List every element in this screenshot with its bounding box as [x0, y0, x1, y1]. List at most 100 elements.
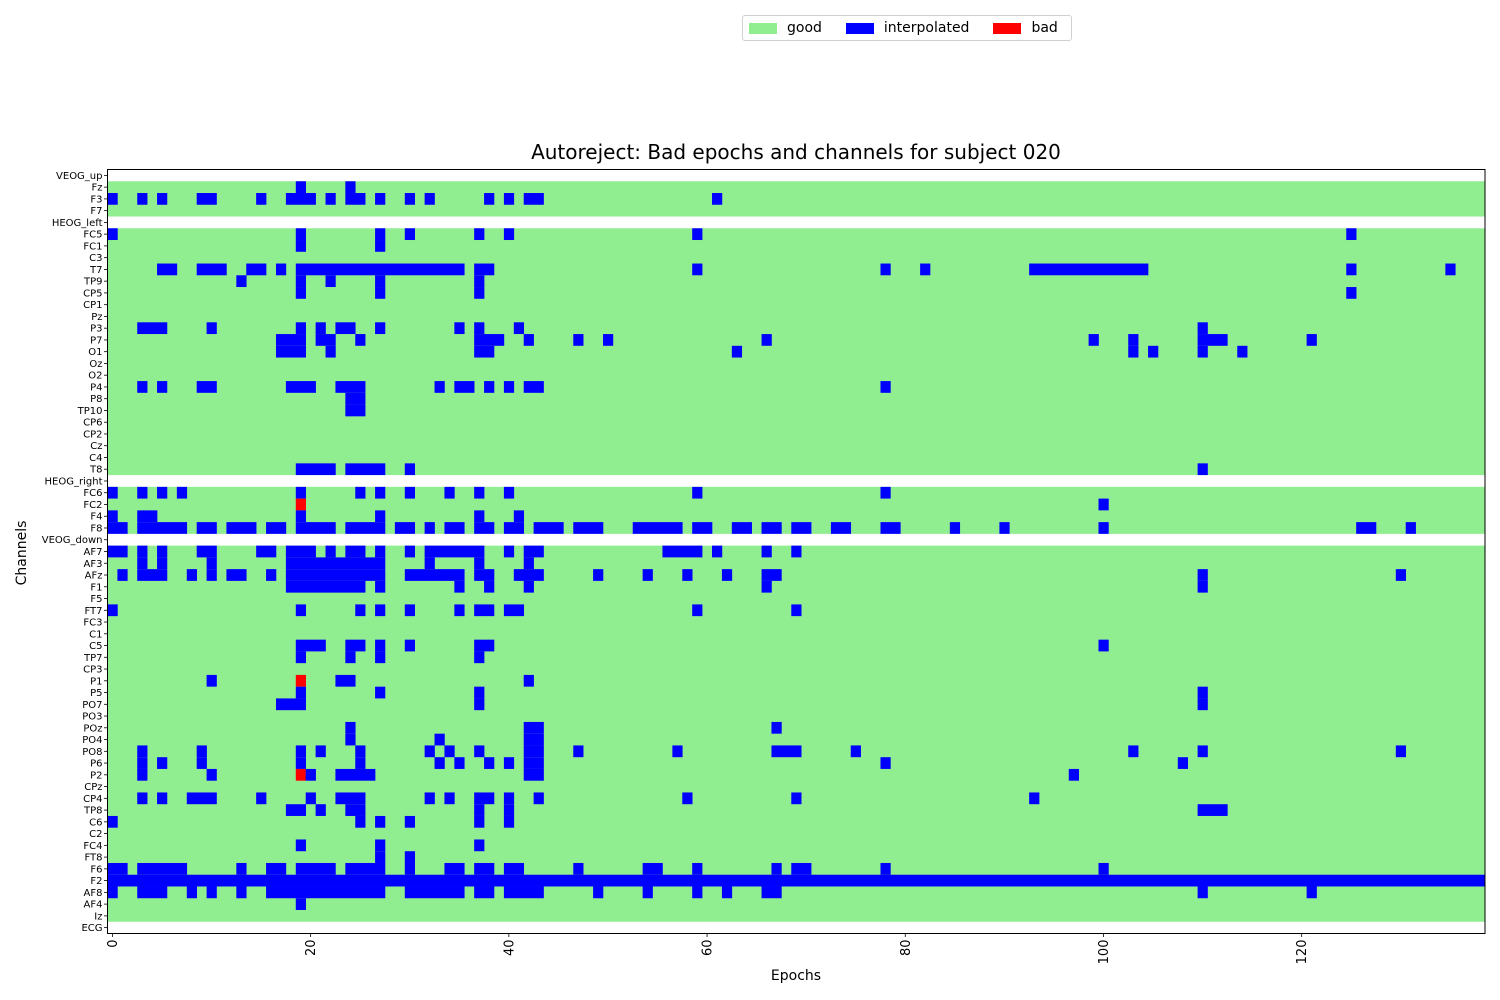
heatmap-row-F5 [107, 592, 1485, 605]
y-tick-label: C3 [89, 253, 102, 264]
heatmap-cell-interpolated [404, 228, 416, 241]
heatmap-cell-interpolated [375, 851, 386, 864]
heatmap-row-FT7 [107, 604, 1485, 617]
heatmap-cell-interpolated [1128, 334, 1139, 347]
heatmap-cell-interpolated [603, 334, 614, 347]
y-tick-label: TP10 [77, 406, 103, 417]
y-tick-label: F7 [90, 206, 102, 217]
legend-item-good: good [749, 20, 822, 36]
heatmap-cell-interpolated [761, 580, 772, 593]
heatmap-cell-interpolated [186, 569, 197, 582]
heatmap-cell-interpolated [266, 522, 287, 535]
heatmap-cell-interpolated [236, 886, 247, 899]
heatmap-cell-interpolated [137, 768, 148, 781]
heatmap-row-background [107, 486, 1485, 499]
heatmap-cell-interpolated [474, 639, 495, 652]
y-tick-label: F4 [90, 512, 102, 523]
heatmap-cell-interpolated [345, 862, 386, 876]
heatmap-cell-interpolated [474, 522, 495, 535]
heatmap-cell-interpolated [375, 580, 386, 593]
heatmap-cell-interpolated [325, 345, 336, 358]
heatmap-cell-interpolated [791, 604, 802, 617]
heatmap-row-background [107, 651, 1485, 664]
heatmap-row-F8 [107, 522, 1485, 535]
heatmap-cell-interpolated [513, 322, 525, 335]
heatmap-cell-interpolated [424, 557, 435, 570]
heatmap-cell-interpolated [315, 745, 326, 758]
heatmap-cell-interpolated [107, 228, 118, 241]
heatmap-row-CP4 [107, 792, 1485, 805]
legend-label-good: good [787, 20, 822, 36]
heatmap-row-background [107, 839, 1485, 852]
heatmap-cell-interpolated [712, 545, 723, 558]
heatmap-cell-interpolated [295, 181, 307, 194]
x-tick-label: 120 [1295, 940, 1310, 965]
heatmap-row-FC1 [107, 240, 1485, 253]
heatmap-row-TP10 [107, 404, 1485, 417]
heatmap-cell-interpolated [791, 522, 812, 535]
heatmap-row-POz [107, 721, 1485, 734]
heatmap-row-AF7 [107, 545, 1485, 558]
heatmap-cell-interpolated [345, 181, 356, 194]
y-tick-label: Fz [91, 183, 102, 194]
y-tick-label: Pz [91, 312, 102, 323]
y-tick-label: CP3 [83, 665, 102, 676]
heatmap-cell-interpolated [474, 569, 495, 582]
heatmap-row-background [107, 169, 1485, 182]
y-tick-label: PO4 [82, 735, 102, 746]
heatmap-row-FC4 [107, 839, 1485, 852]
y-tick-label: C5 [89, 641, 102, 652]
heatmap-cell-interpolated [474, 862, 495, 876]
heatmap-row-FC2 [107, 498, 1485, 511]
heatmap-cell-interpolated [791, 545, 802, 558]
chart-title: Autoreject: Bad epochs and channels for … [531, 140, 1061, 164]
heatmap-row-background [107, 216, 1485, 229]
heatmap-cell-interpolated [474, 651, 485, 664]
heatmap-row-P3 [107, 322, 1485, 335]
heatmap-row-background [107, 721, 1485, 734]
heatmap-cell-interpolated [474, 745, 485, 758]
heatmap-row-AF3 [107, 557, 1485, 570]
heatmap-cell-interpolated [1177, 757, 1188, 770]
heatmap-row-AF4 [107, 898, 1485, 911]
heatmap-cell-interpolated [137, 322, 168, 335]
heatmap-row-background [107, 768, 1485, 781]
heatmap-row-background [107, 357, 1485, 370]
heatmap-cell-interpolated [642, 862, 663, 876]
y-tick-label: TP9 [83, 277, 103, 288]
heatmap-cell-interpolated [206, 768, 217, 781]
heatmap-row-background [107, 428, 1485, 441]
heatmap-row-background [107, 251, 1485, 264]
heatmap-row-background [107, 663, 1485, 676]
heatmap-cell-interpolated [712, 193, 723, 206]
heatmap-cell-interpolated [196, 263, 227, 276]
heatmap-cell-interpolated [404, 545, 416, 558]
y-tick-label: P7 [90, 335, 102, 346]
heatmap-cell-interpolated [295, 651, 307, 664]
heatmap-row-FC6 [107, 486, 1485, 499]
heatmap-cell-interpolated [295, 510, 307, 523]
heatmap-row-FC3 [107, 616, 1485, 629]
heatmap-cell-interpolated [474, 322, 485, 335]
heatmap-row-background [107, 780, 1485, 793]
heatmap-cell-interpolated [137, 193, 148, 206]
heatmap-cell-interpolated [1197, 322, 1208, 335]
heatmap-cell-interpolated [523, 557, 534, 570]
legend: good interpolated bad [742, 15, 1072, 41]
heatmap-cell-interpolated [474, 486, 485, 499]
heatmap-row-F4 [107, 510, 1485, 523]
heatmap-cell-interpolated [523, 757, 544, 770]
heatmap-cell-interpolated [226, 569, 247, 582]
heatmap-cell-interpolated [285, 381, 316, 394]
heatmap-cell-interpolated [107, 510, 118, 523]
heatmap-cell-interpolated [523, 545, 544, 558]
heatmap-row-TP9 [107, 275, 1485, 288]
plot-frame [107, 169, 1486, 934]
heatmap-cell-interpolated [275, 263, 287, 276]
heatmap-cell-interpolated [345, 522, 386, 535]
heatmap-cell-interpolated [880, 757, 891, 770]
heatmap-cell-interpolated [404, 886, 465, 899]
heatmap-cell-interpolated [474, 698, 485, 711]
heatmap-row-background [107, 921, 1485, 934]
heatmap-row-background [107, 463, 1485, 476]
